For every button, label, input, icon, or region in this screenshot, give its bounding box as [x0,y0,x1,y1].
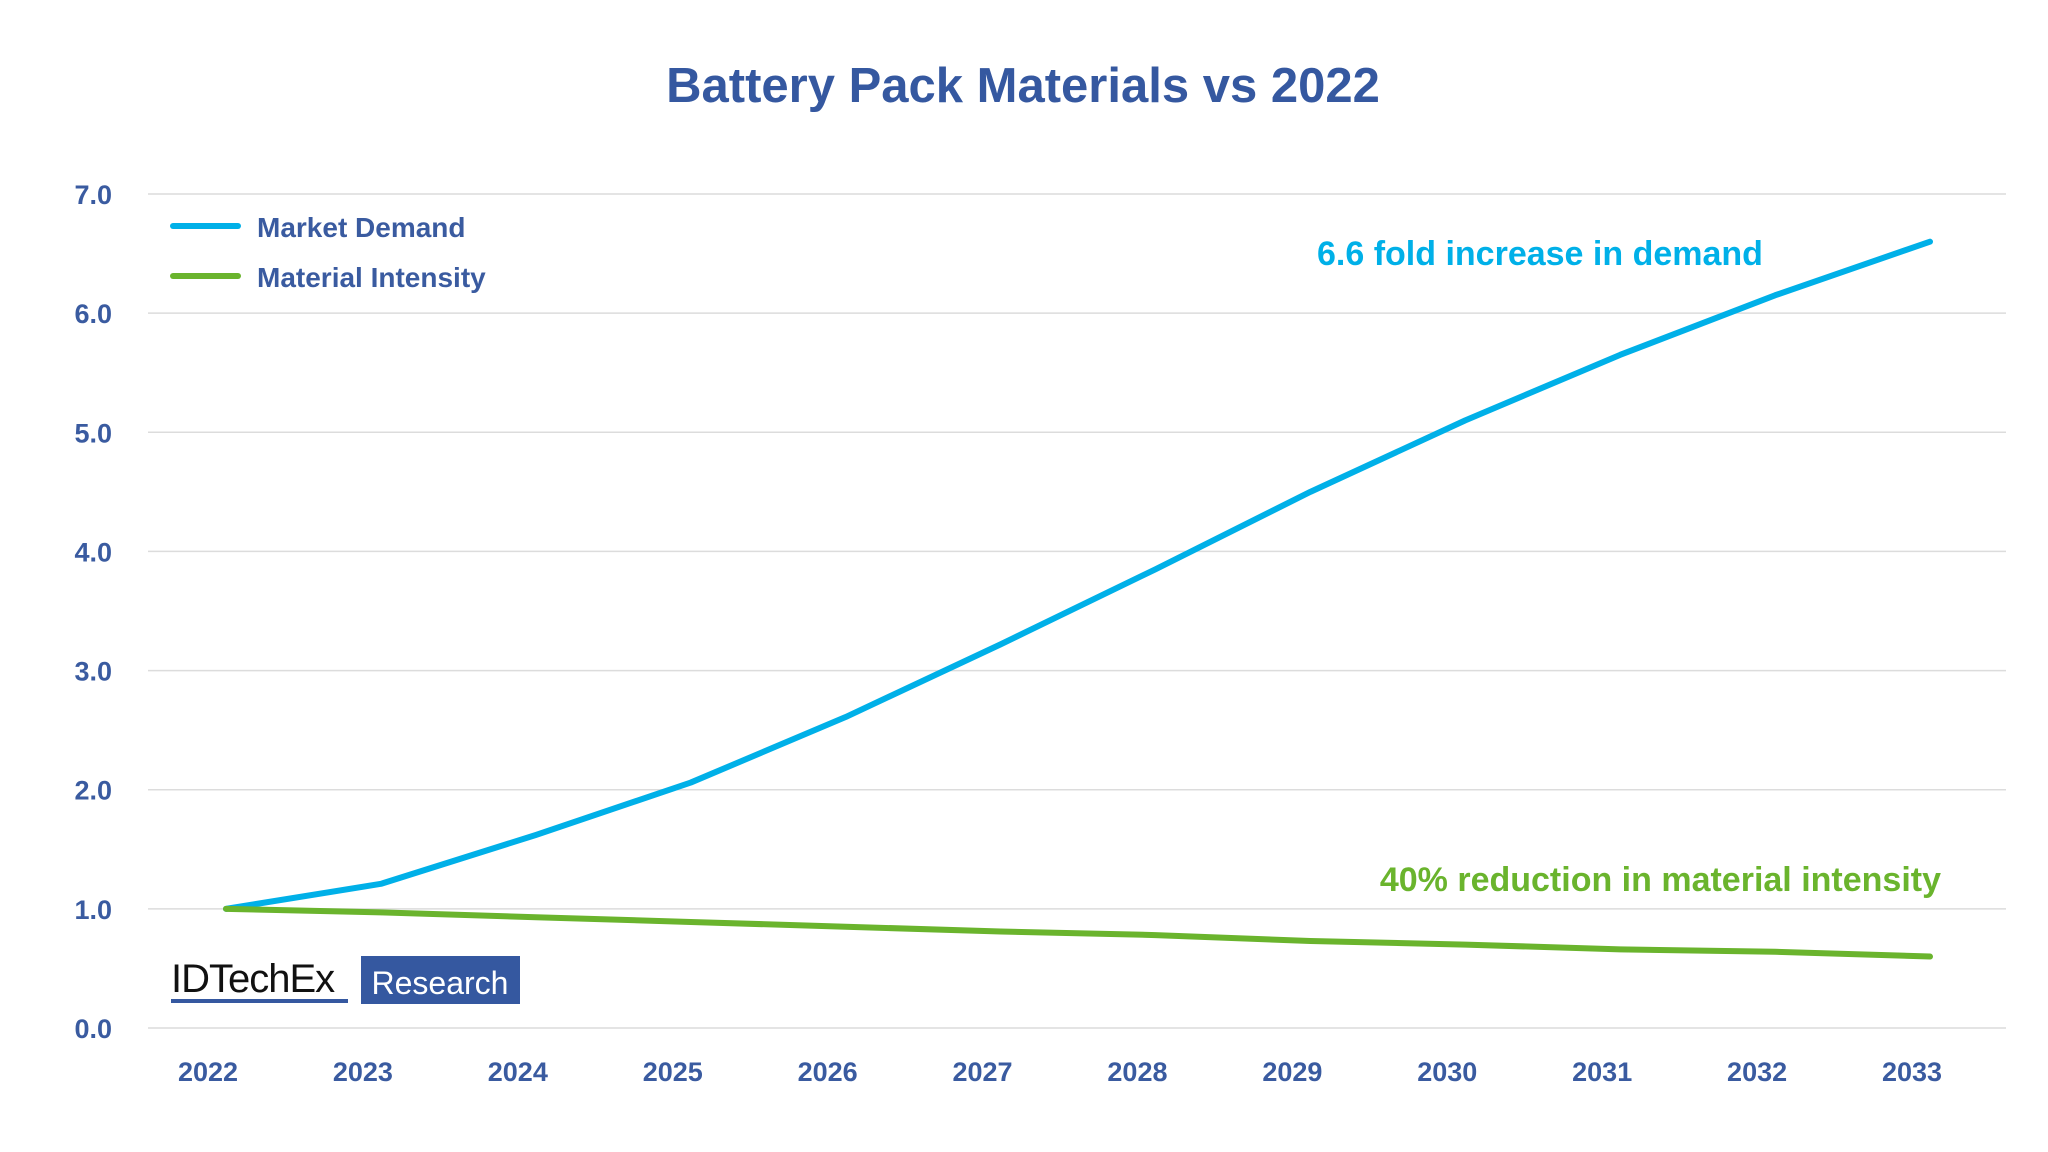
svg-text:Research: Research [372,965,509,1001]
series-line-material-intensity [223,905,1933,960]
x-tick-label: 2029 [1262,1057,1322,1087]
legend: Market Demand Material Intensity [170,212,486,293]
x-tick-label: 2026 [798,1057,858,1087]
y-tick-label: 1.0 [74,895,112,925]
x-tick-label: 2022 [178,1057,238,1087]
legend-label-market-demand: Market Demand [257,212,466,243]
y-tick-label: 7.0 [74,180,112,210]
annotation-intensity: 40% reduction in material intensity [1380,861,1941,899]
x-tick-label: 2032 [1727,1057,1787,1087]
x-tick-label: 2028 [1107,1057,1167,1087]
svg-text:IDTechEx: IDTechEx [171,957,335,1001]
x-tick-label: 2031 [1572,1057,1632,1087]
legend-label-material-intensity: Material Intensity [257,262,486,293]
x-axis-ticks: 2022 2023 2024 2025 2026 2027 2028 2029 2030 2031… [178,1057,1942,1087]
series-line-market-demand [223,238,1933,912]
gridlines [148,193,2006,1029]
x-tick-label: 2025 [643,1057,703,1087]
x-tick-label: 2027 [953,1057,1013,1087]
y-tick-label: 0.0 [74,1014,112,1044]
y-axis-ticks: 0.0 1.0 2.0 3.0 4.0 5.0 6.0 7.0 [74,180,112,1044]
chart-title: Battery Pack Materials vs 2022 [666,59,1380,113]
x-tick-label: 2033 [1882,1057,1942,1087]
x-tick-label: 2030 [1417,1057,1477,1087]
series-lines [223,238,1933,960]
x-tick-label: 2024 [488,1057,548,1087]
y-tick-label: 5.0 [74,418,112,448]
y-tick-label: 4.0 [74,537,112,567]
y-tick-label: 6.0 [74,299,112,329]
x-tick-label: 2023 [333,1057,393,1087]
y-tick-label: 3.0 [74,657,112,687]
idtechex-logo: IDTechEx Research [171,956,520,1004]
y-tick-label: 2.0 [74,776,112,806]
annotation-demand: 6.6 fold increase in demand [1317,235,1763,273]
